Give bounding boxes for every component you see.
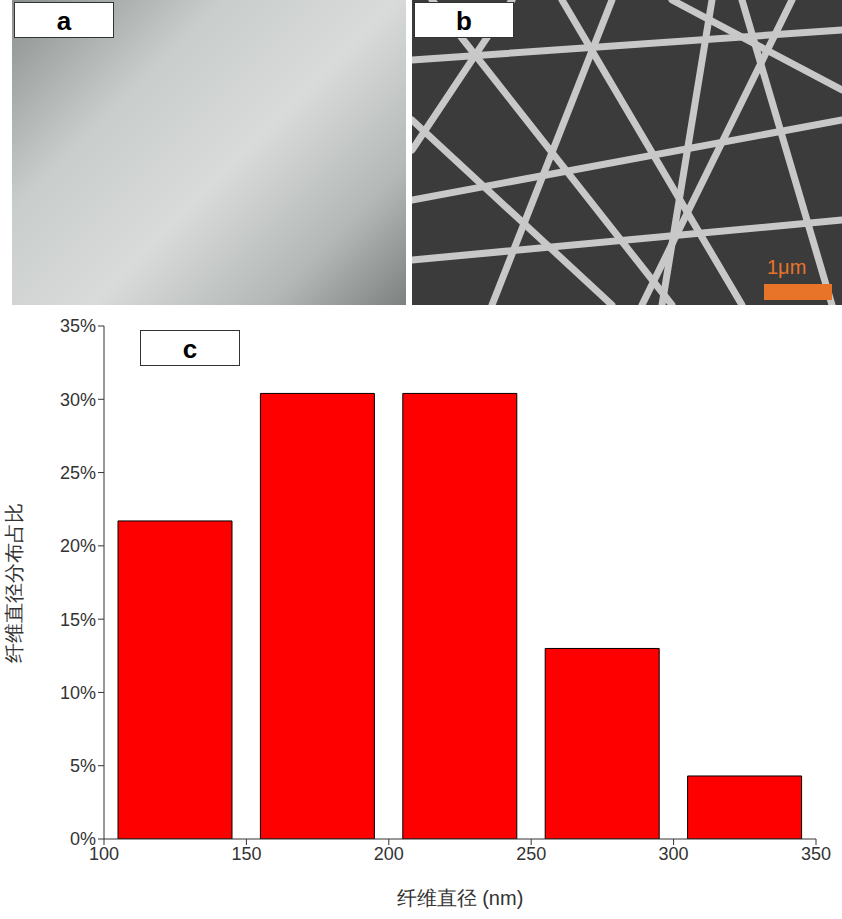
svg-text:纤维直径分布占比: 纤维直径分布占比 [3, 503, 25, 663]
svg-text:200: 200 [374, 844, 404, 864]
html-text:b: b [456, 6, 472, 36]
svg-text:35%: 35% [60, 316, 96, 336]
svg-text:100: 100 [89, 843, 119, 864]
html-text:c: c [182, 334, 198, 364]
svg-text:0%: 0% [70, 829, 96, 849]
svg-text:5%: 5% [70, 756, 96, 776]
svg-text:25%: 25% [60, 463, 96, 483]
svg-text:15%: 15% [60, 610, 96, 630]
svg-text:300: 300 [659, 844, 689, 864]
svg-text:纤维直径 (nm): 纤维直径 (nm) [397, 887, 524, 909]
svg-text:250: 250 [516, 844, 546, 864]
svg-text:150: 150 [231, 844, 261, 864]
html-text:1μm: 1μm [767, 256, 807, 278]
svg-text:350: 350 [801, 844, 831, 864]
svg-text:10%: 10% [60, 683, 96, 703]
svg-text:30%: 30% [60, 390, 96, 410]
html-text:a: a [56, 6, 72, 36]
svg-text:20%: 20% [60, 536, 96, 556]
